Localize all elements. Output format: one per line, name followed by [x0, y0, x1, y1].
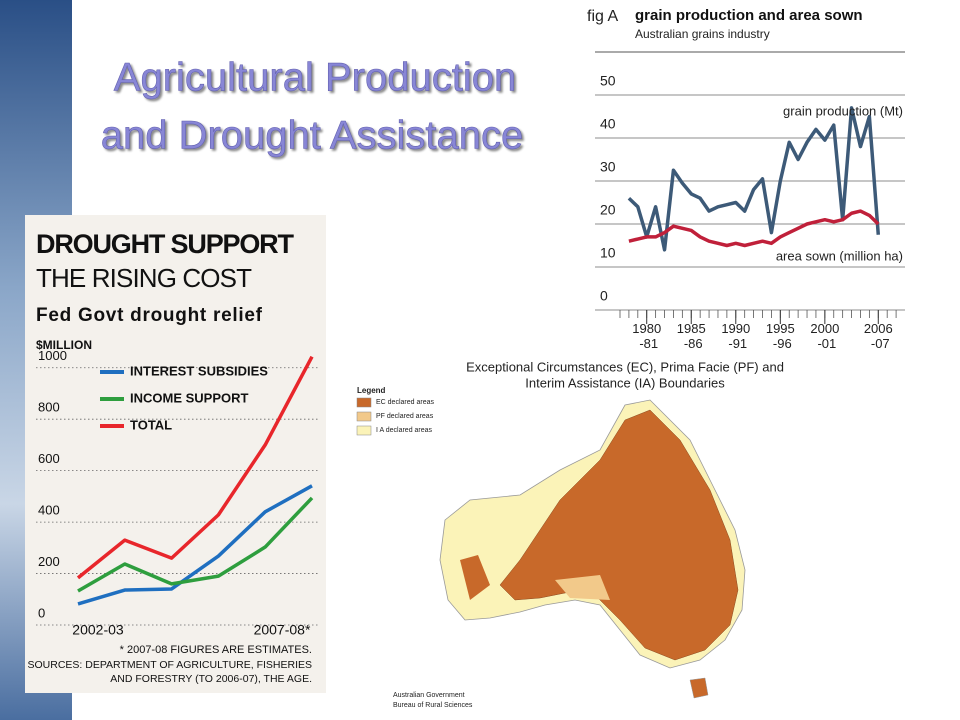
y-tick-label: 40 [600, 116, 616, 132]
x-tick-line: 2000 [810, 321, 839, 336]
y-axis-label: $MILLION [36, 338, 92, 352]
x-tick-line: -91 [728, 336, 747, 351]
y-tick-label: 20 [600, 202, 616, 218]
legend-label: EC declared areas [376, 399, 434, 406]
legend-swatch [356, 411, 372, 422]
x-tick-line: 1980 [632, 321, 661, 336]
legend-label: PF declared areas [376, 413, 434, 420]
y-tick-label: 10 [600, 245, 616, 261]
x-tick-line: -96 [773, 336, 792, 351]
x-tick-label: 2007-08* [254, 622, 311, 638]
x-tick-label: 1980 -81 [632, 321, 661, 351]
legend-swatch [356, 425, 372, 436]
x-tick-line: -81 [639, 336, 658, 351]
x-tick-label: 2000 -01 [810, 321, 839, 351]
map-footer: Australian Government [393, 692, 465, 699]
note: * 2007-08 FIGURES ARE ESTIMATES. [120, 644, 312, 656]
legend-label: TOTAL [130, 417, 172, 432]
x-tick-line: -86 [684, 336, 703, 351]
x-tick-line: 1985 [677, 321, 706, 336]
x-tick-line: -07 [871, 336, 890, 351]
x-tick-label: 1985 -86 [677, 321, 706, 351]
x-tick-label: 1995 -96 [766, 321, 795, 351]
note: SOURCES: DEPARTMENT OF AGRICULTURE, FISH… [27, 659, 312, 671]
legend-label: INTEREST SUBSIDIES [130, 363, 268, 378]
legend-label: I A declared areas [376, 427, 433, 434]
map-title: Interim Assistance (IA) Boundaries [525, 375, 725, 390]
series-line [627, 106, 881, 252]
y-tick-label: 0 [600, 288, 608, 304]
y-tick-label: 50 [600, 73, 616, 89]
y-tick-label: 30 [600, 159, 616, 175]
series-annotation: grain production (Mt) [783, 103, 903, 118]
x-tick-line: -01 [817, 336, 836, 351]
x-tick-label: 2006 -07 [864, 321, 893, 351]
slide-title: Agricultural Production [114, 56, 516, 100]
chart-subtitle: THE RISING COST [36, 263, 252, 293]
y-tick-label: 800 [38, 400, 60, 415]
x-tick-line: 2006 [864, 321, 893, 336]
x-tick-label: 1990 -91 [721, 321, 750, 351]
legend-swatch [356, 397, 372, 408]
y-tick-label: 0 [38, 605, 45, 620]
x-tick-label: 2002-03 [72, 622, 124, 638]
slide-title: and Drought Assistance [101, 114, 523, 158]
chart-title: grain production and area sown [635, 7, 863, 24]
map-footer: Bureau of Rural Sciences [393, 702, 473, 709]
series-line [77, 484, 313, 606]
chart-caption: Fed Govt drought relief [36, 305, 263, 326]
series-annotation: area sown (million ha) [776, 248, 903, 263]
y-tick-label: 600 [38, 451, 60, 466]
note: AND FORESTRY (TO 2006-07), THE AGE. [110, 673, 312, 685]
label-bg [760, 248, 906, 266]
chart-subtitle: Australian grains industry [635, 27, 770, 41]
x-tick-line: 1990 [721, 321, 750, 336]
fig-label: fig A [587, 8, 618, 25]
legend-label: INCOME SUPPORT [130, 390, 249, 405]
chart-title: DROUGHT SUPPORT [36, 229, 295, 259]
series-line [77, 496, 314, 593]
map-title: Exceptional Circumstances (EC), Prima Fa… [466, 359, 784, 374]
y-tick-label: 200 [38, 554, 60, 569]
y-tick-label: 400 [38, 503, 60, 518]
series-line [628, 209, 880, 248]
y-tick-label: 1000 [38, 348, 67, 363]
series-line [76, 355, 314, 580]
map-shape [439, 399, 746, 699]
panel [25, 215, 326, 693]
x-tick-line: 1995 [766, 321, 795, 336]
legend-title: Legend [357, 386, 386, 395]
